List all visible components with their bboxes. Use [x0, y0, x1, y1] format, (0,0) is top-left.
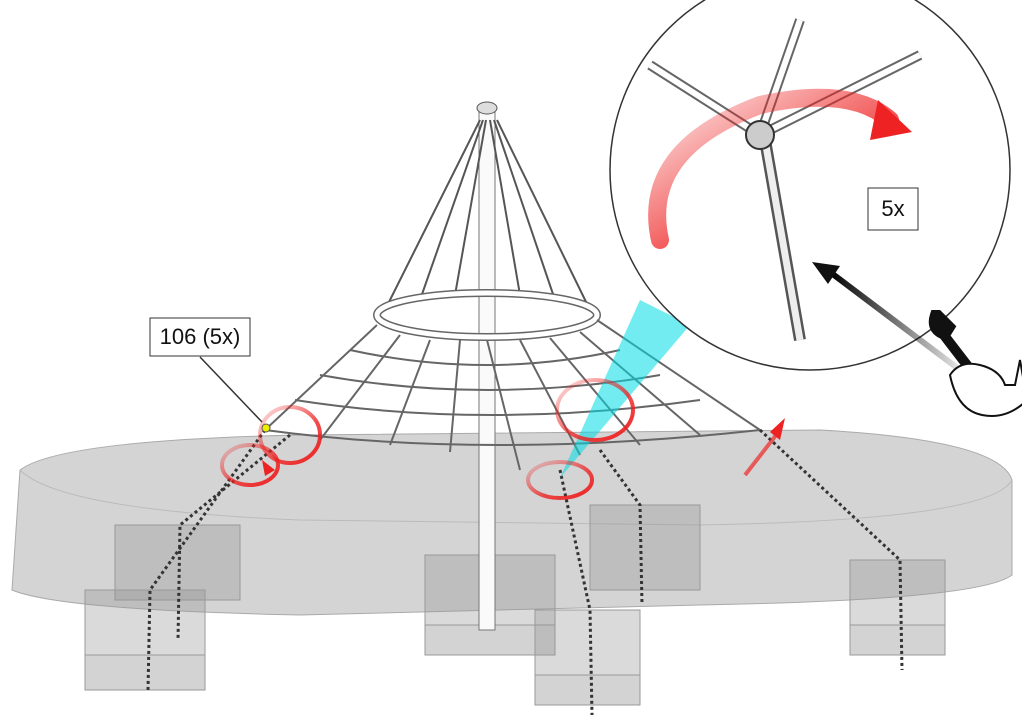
- part-label: 106 (5x): [160, 324, 241, 349]
- detail-drawing: [647, 18, 962, 373]
- wrench-icon: [928, 310, 1022, 417]
- detail-label-box: [867, 187, 919, 231]
- rotation-arrows: [220, 378, 785, 500]
- detail-circle: [609, 0, 1011, 371]
- marker-dot: [261, 423, 271, 433]
- ring-inner: [374, 290, 600, 340]
- detail-label: 5x: [881, 196, 904, 221]
- leader-line: [199, 356, 263, 423]
- top-ropes: [384, 119, 591, 311]
- net: [264, 319, 761, 471]
- label-box: [149, 317, 251, 357]
- pole-top: [476, 101, 498, 115]
- pole: [478, 109, 496, 631]
- foundations: [84, 269, 946, 706]
- chains: [146, 428, 904, 716]
